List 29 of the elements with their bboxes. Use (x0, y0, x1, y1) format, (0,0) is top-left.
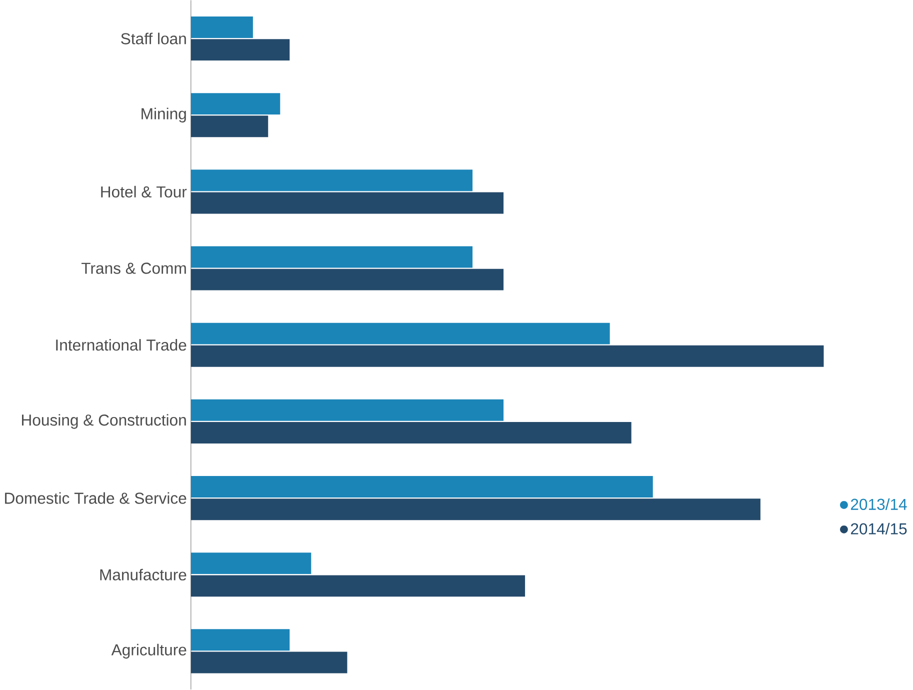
bar (190, 93, 280, 115)
y-tick-label: International Trade (56, 339, 186, 351)
bar (190, 552, 312, 574)
y-tick-label: Trans & Comm (82, 262, 186, 274)
bar (190, 346, 824, 368)
bar (190, 116, 268, 138)
bar (190, 16, 253, 38)
bar (190, 652, 348, 674)
bar (190, 192, 504, 214)
legend-label: 2014/15 (850, 522, 907, 535)
y-tick-label: Manufacture (100, 568, 186, 581)
y-tick-label: Mining (142, 108, 186, 123)
bar (190, 476, 653, 498)
bar (190, 575, 526, 597)
bar (190, 170, 473, 192)
bar (190, 422, 632, 444)
y-tick-label: Staff loan (121, 32, 186, 44)
y-tick-label: Housing & Construction (22, 414, 186, 429)
bar (190, 268, 504, 290)
bar (190, 629, 290, 651)
bar (190, 246, 473, 268)
y-tick-label: Agriculture (111, 644, 186, 659)
bar (190, 322, 610, 344)
bar (190, 39, 290, 61)
y-tick-label: Domestic Trade & Service (5, 492, 186, 504)
legend-label: 2013/14 (850, 498, 907, 510)
bar (190, 498, 760, 520)
y-tick-label: Hotel & Tour (101, 186, 187, 198)
bar (190, 400, 504, 422)
